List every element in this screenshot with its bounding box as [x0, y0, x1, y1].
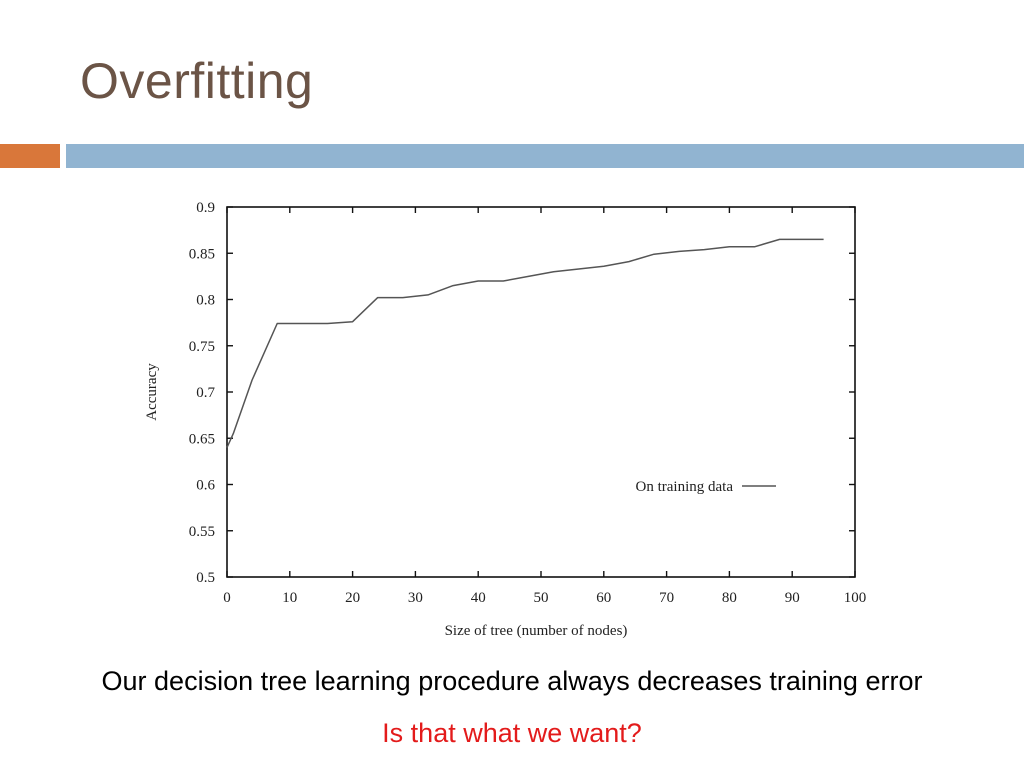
slide-caption: Our decision tree learning procedure alw… — [101, 666, 923, 696]
x-tick-label: 90 — [785, 590, 800, 606]
x-tick-label: 10 — [282, 590, 297, 606]
series-line — [226, 238, 824, 448]
y-tick-label: 0.55 — [189, 524, 215, 540]
y-tick-label: 0.7 — [196, 385, 215, 401]
x-tick-label: 20 — [345, 590, 360, 606]
y-tick-label: 0.85 — [189, 246, 215, 262]
accent-bar-orange — [0, 144, 60, 168]
accent-bar-blue — [66, 144, 1024, 168]
x-axis-label: Size of tree (number of nodes) — [445, 623, 628, 639]
slide-question: Is that what we want? — [382, 718, 642, 748]
slide-title: Overfitting — [80, 53, 314, 109]
x-tick-label: 60 — [596, 590, 611, 606]
y-axis-label: Accuracy — [144, 363, 160, 421]
ticks — [226, 206, 856, 578]
x-tick-label: 0 — [223, 590, 231, 606]
plot-frame — [226, 206, 856, 578]
x-tick-label: 50 — [534, 590, 549, 606]
series-lines — [226, 238, 824, 448]
y-tick-label: 0.75 — [189, 339, 215, 355]
x-tick-label: 80 — [722, 590, 737, 606]
y-tick-label: 0.8 — [196, 293, 215, 309]
y-tick-label: 0.65 — [189, 431, 215, 447]
legend-label: On training data — [636, 479, 734, 495]
y-tick-label: 0.6 — [196, 478, 215, 494]
y-tick-label: 0.9 — [196, 200, 215, 216]
x-tick-label: 100 — [844, 590, 867, 606]
x-tick-label: 30 — [408, 590, 423, 606]
y-tick-labels: 0.5 0.55 0.6 0.65 0.7 0.75 0.8 0.85 0.9 — [189, 200, 216, 586]
x-tick-label: 70 — [659, 590, 674, 606]
x-tick-label: 40 — [471, 590, 486, 606]
y-tick-label: 0.5 — [196, 570, 215, 586]
x-tick-labels: 0 10 20 30 40 50 60 70 80 90 100 — [223, 590, 866, 606]
accuracy-chart: 0 10 20 30 40 50 60 70 80 90 100 0.5 0.55 0.6 0.65 0.7… — [144, 200, 866, 639]
